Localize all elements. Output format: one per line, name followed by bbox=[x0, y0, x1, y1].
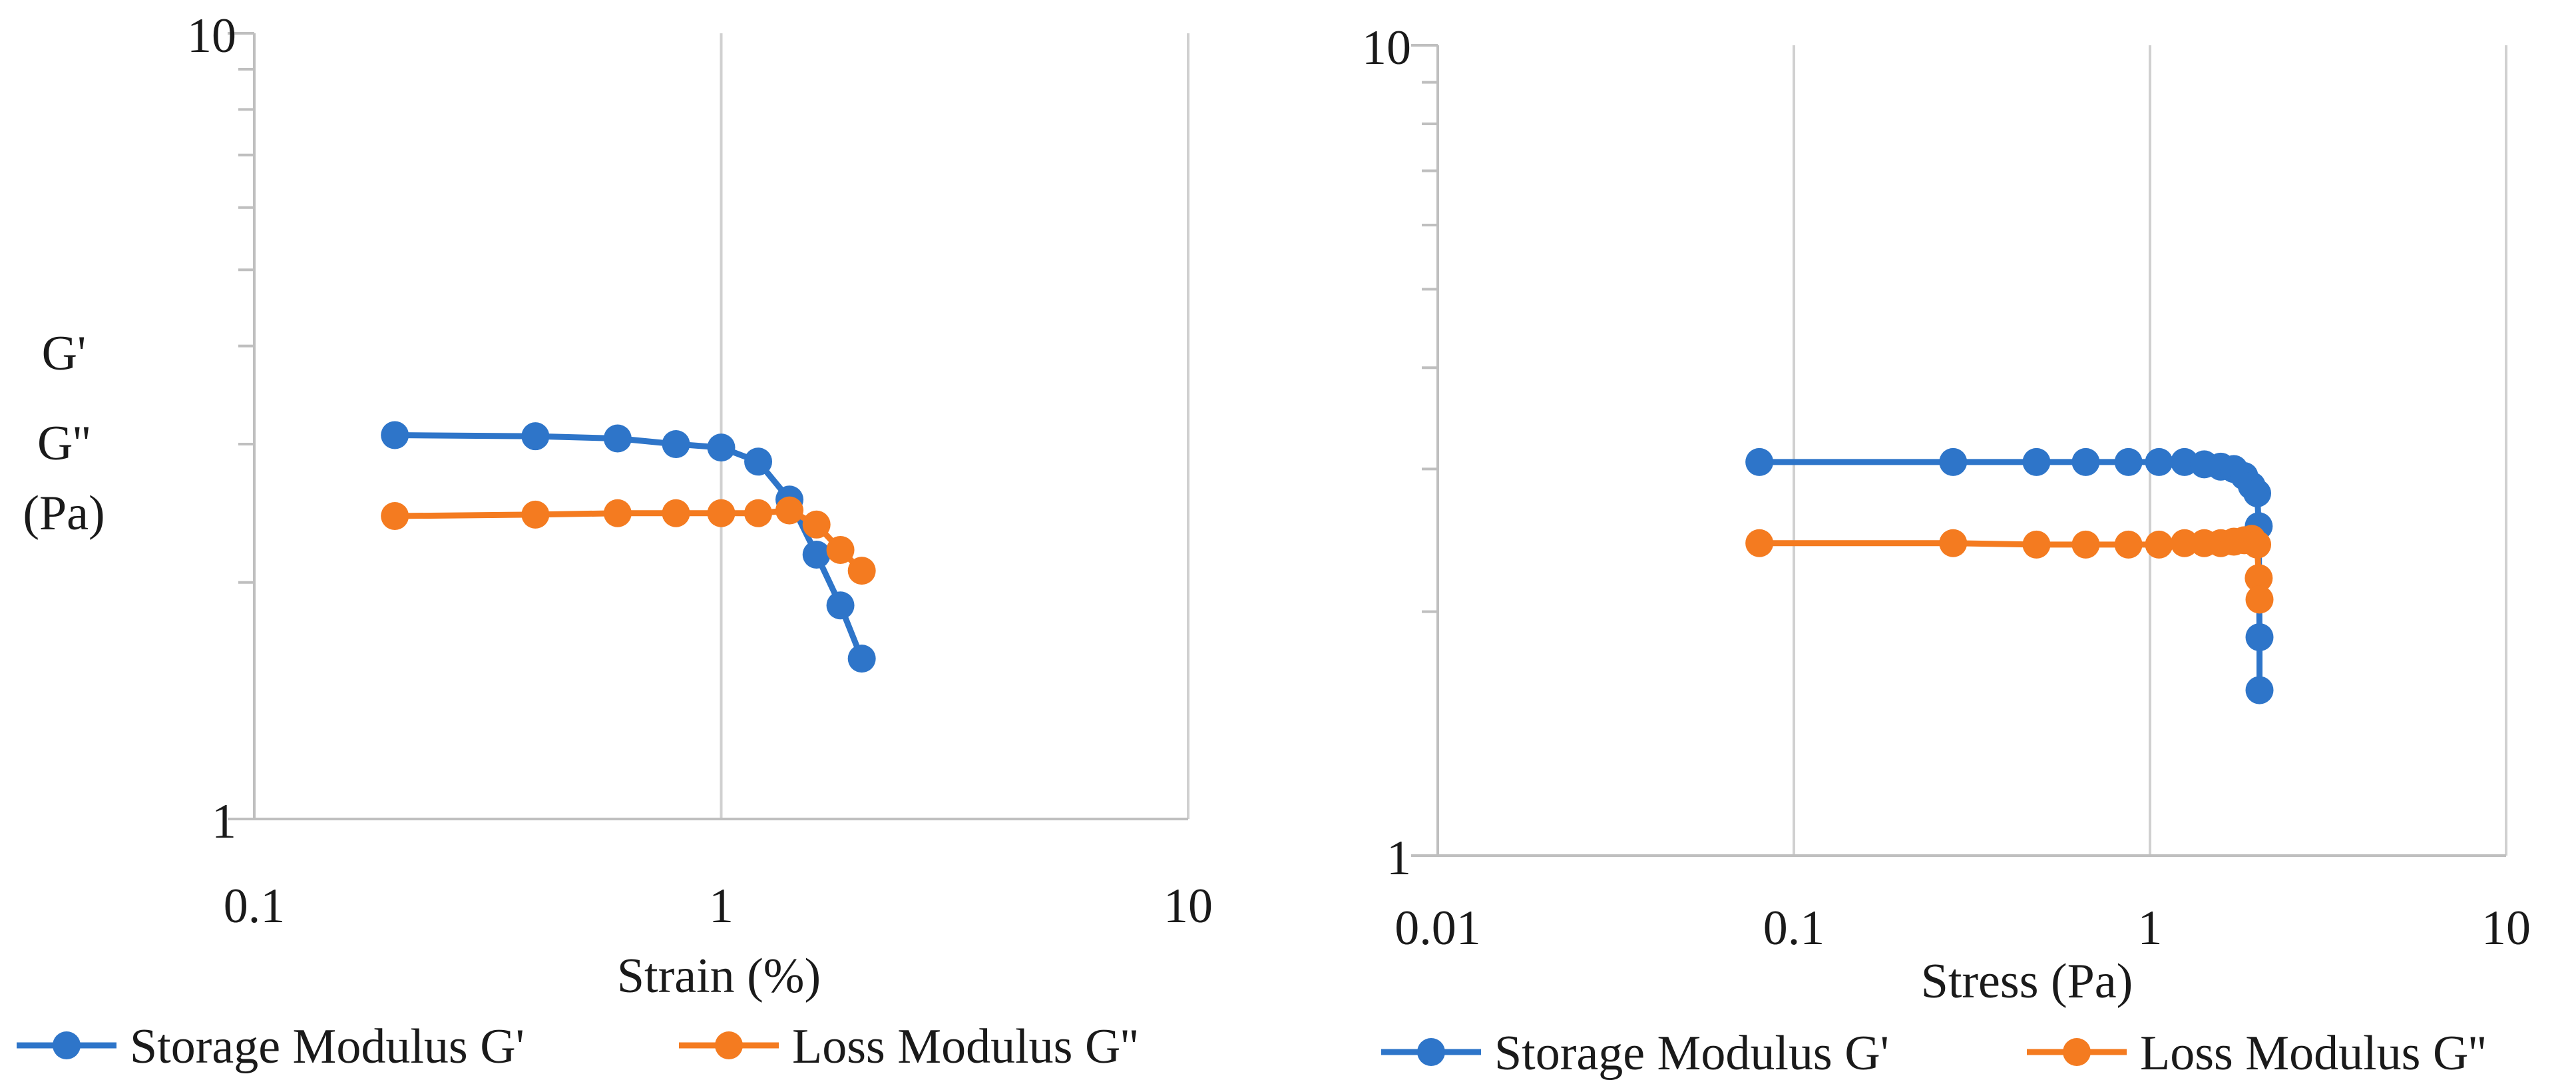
loss-modulus-point bbox=[707, 499, 736, 527]
storage-modulus-point bbox=[2022, 447, 2051, 476]
x-tick-label: 10 bbox=[1164, 879, 1213, 934]
storage-modulus-point bbox=[744, 447, 773, 476]
storage-modulus-point bbox=[802, 540, 831, 569]
loss-modulus-point bbox=[802, 510, 831, 539]
loss-modulus-point bbox=[2071, 530, 2100, 559]
storage-modulus-point bbox=[381, 421, 409, 449]
storage-modulus-line bbox=[395, 432, 865, 660]
x-tick-label: 10 bbox=[2481, 901, 2531, 955]
y-axis-label: (Pa) bbox=[23, 486, 105, 541]
legend-label: Loss Modulus G'' bbox=[792, 1019, 1138, 1074]
storage-modulus-point bbox=[2245, 623, 2274, 652]
loss-modulus-point bbox=[521, 500, 550, 529]
storage-modulus-point bbox=[1939, 447, 1968, 476]
loss-modulus-point bbox=[775, 496, 804, 525]
loss-modulus-point bbox=[2114, 530, 2143, 559]
legend-marker bbox=[53, 1031, 81, 1059]
strain-chart-panel: 10 1 0.1 1 10 Strain (%) G' G'' (Pa) Storage Modu… bbox=[17, 9, 1213, 1074]
loss-modulus-point bbox=[2243, 530, 2272, 559]
storage-modulus-point bbox=[1745, 447, 1774, 476]
legend-marker bbox=[715, 1031, 743, 1059]
storage-modulus-point bbox=[826, 591, 855, 620]
storage-modulus-point bbox=[521, 422, 550, 451]
storage-modulus-line bbox=[1759, 459, 2263, 690]
legend-marker bbox=[1417, 1038, 1445, 1066]
x-axis-label: Strain (%) bbox=[617, 949, 821, 1003]
legend-label: Storage Modulus G' bbox=[1494, 1026, 1889, 1080]
storage-modulus-point bbox=[707, 433, 736, 462]
legend-label: Loss Modulus G'' bbox=[2140, 1026, 2486, 1080]
x-tick-label: 0.1 bbox=[1763, 901, 1825, 955]
y-axis-label: G' bbox=[42, 326, 87, 381]
loss-modulus-point bbox=[2245, 564, 2273, 593]
loss-modulus-point bbox=[381, 501, 409, 530]
storage-modulus-point bbox=[2243, 479, 2272, 507]
storage-modulus-point bbox=[2145, 447, 2173, 476]
storage-modulus-point bbox=[2071, 447, 2100, 476]
legend-label: Storage Modulus G' bbox=[130, 1019, 525, 1074]
y-tick-label: 1 bbox=[212, 794, 236, 849]
loss-modulus-point bbox=[2022, 530, 2051, 559]
storage-modulus-point bbox=[2114, 447, 2143, 476]
stress-chart-panel: 10 1 0.01 0.1 1 10 Stress (Pa) Storage Modulus … bbox=[1288, 0, 2576, 1080]
y-axis-label: G'' bbox=[37, 416, 91, 471]
loss-modulus-point bbox=[826, 535, 855, 564]
storage-modulus-point bbox=[847, 645, 876, 673]
y-tick-label: 10 bbox=[1362, 21, 1411, 75]
loss-modulus-point bbox=[2145, 530, 2173, 559]
storage-modulus-point bbox=[2245, 676, 2274, 704]
storage-modulus-point bbox=[662, 429, 690, 458]
x-tick-label: 0.1 bbox=[224, 879, 286, 934]
x-tick-label: 0.01 bbox=[1395, 901, 1481, 955]
loss-modulus-point bbox=[2245, 585, 2274, 614]
y-tick-label: 1 bbox=[1387, 831, 1411, 886]
loss-modulus-point bbox=[2170, 529, 2199, 557]
legend-marker bbox=[2063, 1038, 2091, 1066]
loss-modulus-point bbox=[1939, 529, 1968, 557]
stress-sweep-chart: 10 1 0.01 0.1 1 10 Stress (Pa) Storage Modulus … bbox=[1362, 21, 2531, 1080]
y-tick-label: 10 bbox=[187, 9, 236, 63]
x-axis-label: Stress (Pa) bbox=[1921, 954, 2133, 1009]
loss-modulus-line bbox=[395, 507, 864, 573]
loss-modulus-point bbox=[603, 499, 632, 527]
x-tick-label: 1 bbox=[709, 879, 734, 934]
loss-modulus-point bbox=[1745, 529, 1774, 557]
storage-modulus-point bbox=[603, 424, 632, 453]
loss-modulus-point bbox=[662, 499, 690, 527]
strain-sweep-chart: 10 1 0.1 1 10 Strain (%) G' G'' (Pa) Storage Modu… bbox=[17, 9, 1213, 1074]
loss-modulus-point bbox=[744, 499, 773, 527]
x-tick-label: 1 bbox=[2138, 901, 2163, 955]
loss-modulus-point bbox=[847, 557, 876, 585]
